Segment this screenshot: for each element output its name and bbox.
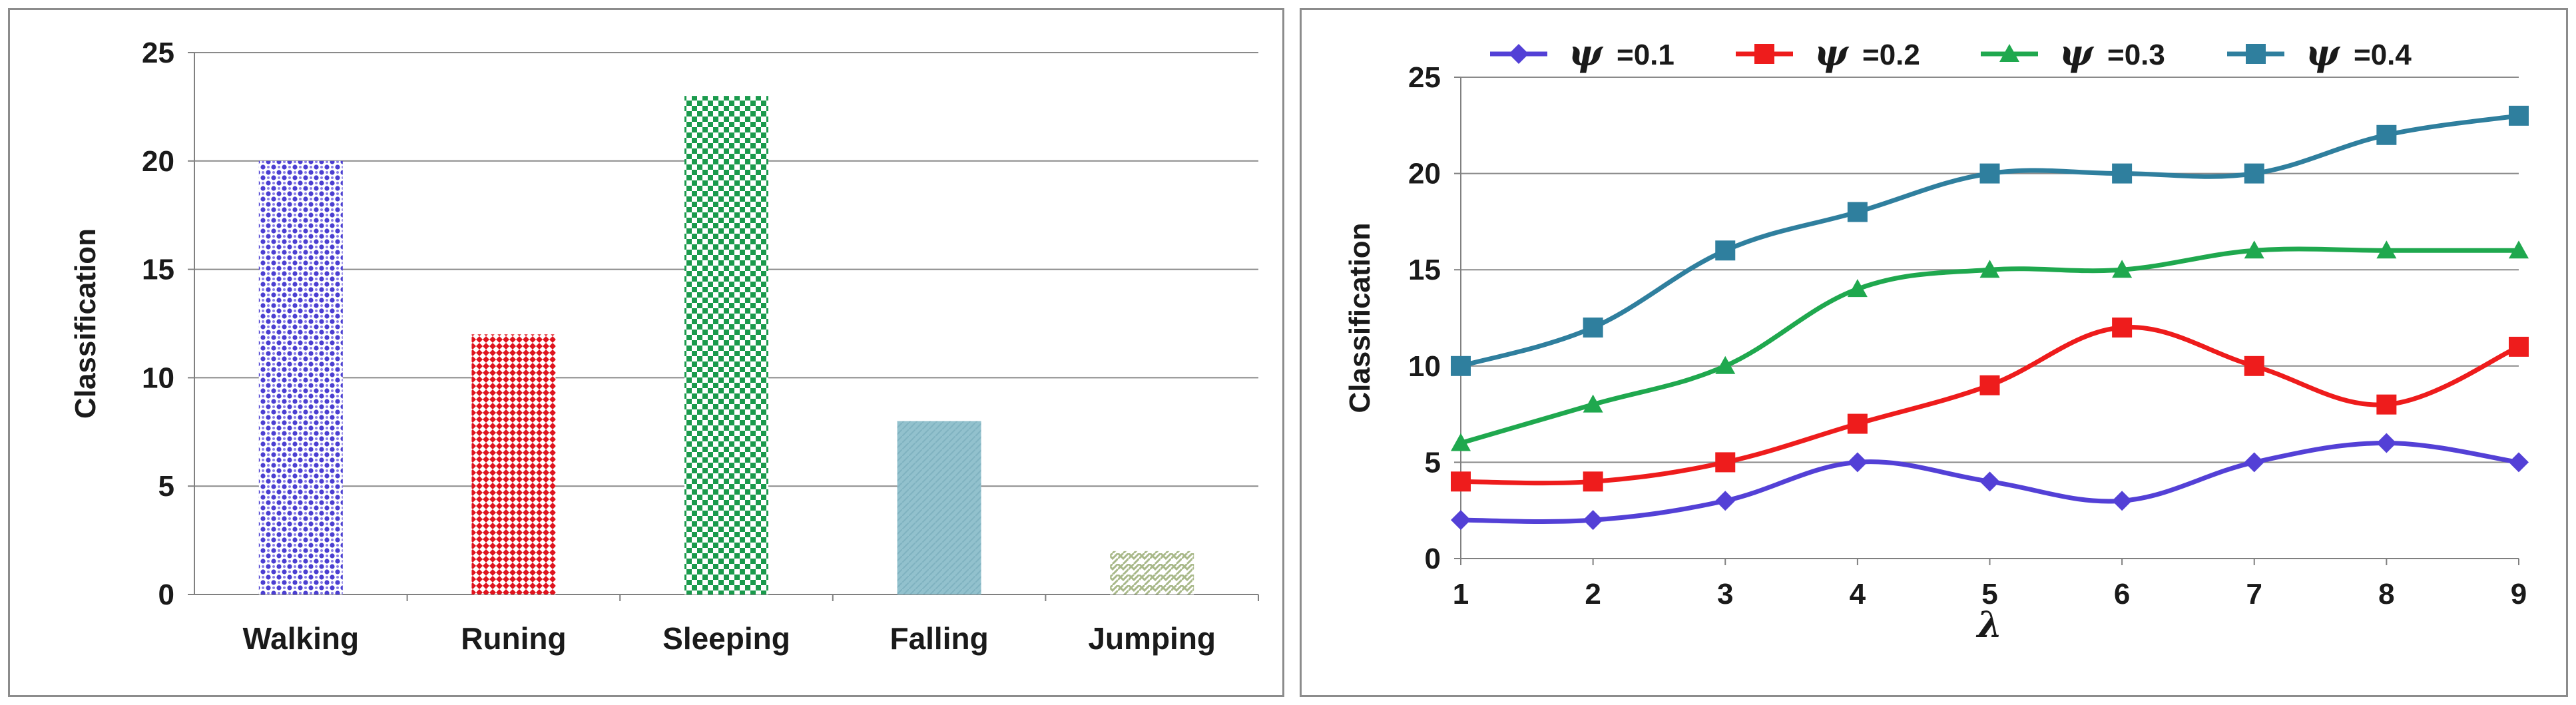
x-tick-label-runing: Runing (461, 621, 566, 656)
series-3-point (2112, 260, 2133, 278)
series-2-point (2112, 317, 2133, 338)
y-tick-label: 0 (1425, 543, 1441, 575)
bar-runing (471, 334, 556, 594)
series-4-point (1979, 163, 2000, 184)
x-tick-label: 3 (1717, 578, 1733, 610)
series-3-point (1715, 355, 1736, 374)
series-3-point (1583, 394, 1603, 413)
line-chart-panel: 0 5 10 15 20 25 1 2 3 4 5 6 7 8 9 λ Classification ψ =0.1… (1300, 8, 2568, 697)
y-tick-label: 10 (142, 361, 174, 394)
x-tick-label: 8 (2378, 578, 2394, 610)
y-tick-label: 15 (142, 254, 174, 286)
legend-symbol-4: ψ (2306, 31, 2341, 74)
legend-label-3: =0.3 (2107, 39, 2165, 71)
x-tick-label: 4 (1850, 578, 1866, 610)
x-tick-label: 5 (1981, 578, 1997, 610)
x-tick-label-walking: Walking (242, 621, 359, 656)
series-2-point (1847, 413, 1868, 434)
legend-label-4: =0.4 (2354, 39, 2412, 71)
series-4-point (1451, 355, 1471, 376)
series-3-point (1847, 279, 1868, 298)
legend-marker-4 (2246, 44, 2266, 64)
legend-marker-3 (1999, 44, 2019, 62)
series-1-point (2244, 452, 2264, 473)
x-tick-label: 7 (2246, 578, 2262, 610)
series-3-point (2509, 240, 2529, 259)
x-tick-label-falling: Falling (890, 621, 988, 656)
series-4-point (2244, 163, 2264, 184)
series-2-point (2376, 394, 2397, 415)
y-tick-label: 5 (158, 470, 174, 503)
series-2-point (2509, 336, 2529, 357)
series-4-point (2376, 124, 2397, 145)
line-chart: 0 5 10 15 20 25 1 2 3 4 5 6 7 8 9 λ Classification ψ =0.1… (1344, 31, 2529, 646)
y-axis-title: Classification (69, 228, 102, 419)
y-tick-label: 0 (158, 579, 174, 611)
bar-jumping (1110, 551, 1194, 594)
series-3-point (2244, 240, 2264, 259)
series-2-point (1715, 452, 1736, 473)
series-4-point (2112, 163, 2133, 184)
series-1-point (2509, 452, 2529, 473)
x-tick-label-jumping: Jumping (1088, 621, 1216, 656)
series-2-point (1979, 375, 2000, 395)
series-3-point (1451, 433, 1471, 451)
bar-chart-panel: 0 5 10 15 20 25 Walking Runing Sleeping Falling Ju… (8, 8, 1284, 697)
legend-marker-1 (1509, 44, 1529, 64)
series-1-point (2376, 433, 2397, 453)
y-tick-label: 25 (142, 37, 174, 69)
series-4-point (2509, 105, 2529, 126)
y-tick-label: 15 (1408, 254, 1441, 286)
y-tick-label: 20 (142, 145, 174, 178)
series-2-point (2244, 355, 2264, 376)
y-tick-label: 20 (1408, 158, 1441, 190)
series-4-point (1715, 240, 1736, 261)
series-line-3 (1460, 246, 2519, 445)
y-tick-label: 10 (1408, 350, 1441, 383)
legend-symbol-1: ψ (1569, 31, 1604, 74)
x-tick-label-sleeping: Sleeping (662, 621, 790, 656)
legend-symbol-3: ψ (2059, 31, 2095, 74)
x-tick-label: 2 (1585, 578, 1601, 610)
x-tick-label: 9 (2511, 578, 2527, 610)
series-3-point (2376, 240, 2397, 259)
series-1-point (1979, 471, 2000, 492)
bar-falling (897, 421, 981, 594)
series-line-2 (1460, 325, 2520, 486)
x-tick-label: 1 (1453, 578, 1469, 610)
series-2-point (1451, 471, 1471, 492)
legend-symbol-2: ψ (1814, 31, 1850, 74)
x-tick-label: 6 (2114, 578, 2130, 610)
x-axis-title: λ (1976, 603, 2003, 646)
legend-label-2: =0.2 (1862, 39, 1920, 71)
series-1-point (1583, 510, 1603, 531)
series-2-point (1583, 471, 1603, 492)
bar-walking (258, 160, 343, 595)
legend-marker-2 (1754, 44, 1774, 64)
y-tick-label: 5 (1425, 446, 1441, 479)
bar-chart: 0 5 10 15 20 25 Walking Runing Sleeping Falling Ju… (69, 37, 1259, 656)
series-3-point (1979, 260, 2000, 278)
series-4-point (1847, 202, 1868, 222)
series-1-point (1715, 491, 1736, 511)
y-tick-label: 25 (1408, 61, 1441, 94)
series-line-4 (1460, 113, 2519, 369)
series-1-point (1451, 510, 1471, 531)
legend-label-1: =0.1 (1617, 39, 1674, 71)
bar-sleeping (684, 96, 768, 594)
series-1-point (1847, 452, 1868, 473)
series-4-point (1583, 317, 1603, 338)
series-1-point (2112, 491, 2133, 511)
y-axis-title: Classification (1344, 222, 1376, 413)
